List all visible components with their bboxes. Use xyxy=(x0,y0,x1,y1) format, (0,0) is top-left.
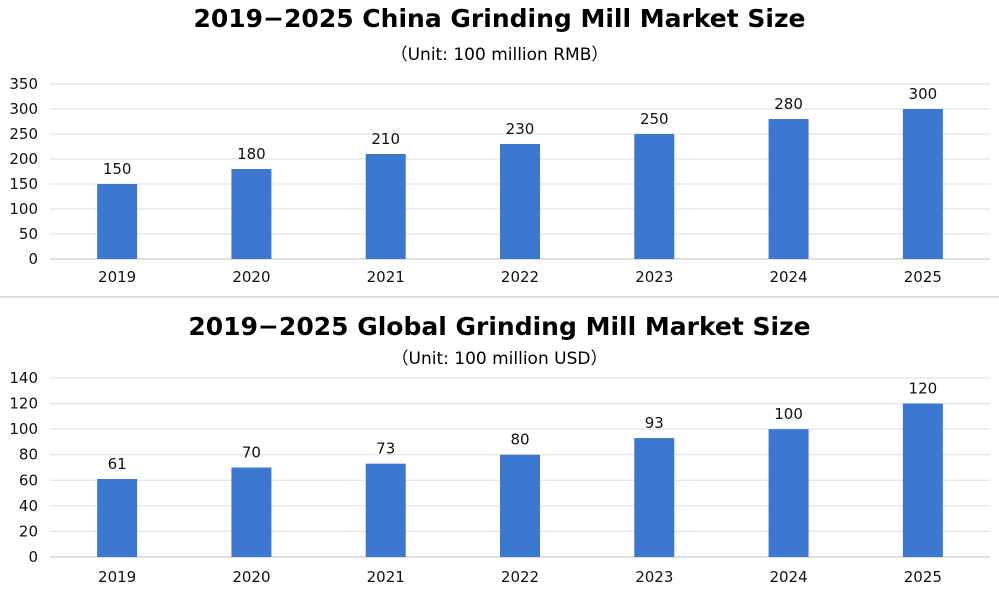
y-tick-label: 100 xyxy=(9,420,38,438)
data-label: 80 xyxy=(510,431,529,449)
data-label: 280 xyxy=(774,95,803,113)
y-tick-label: 40 xyxy=(19,497,38,515)
bar xyxy=(97,184,138,259)
china-market-plot: 0 50 100 150 200 250 300 350 150 2019 180 2020 210 20… xyxy=(9,75,990,286)
y-tick-label: 60 xyxy=(19,471,38,489)
x-tick-label: 2023 xyxy=(635,268,673,286)
y-tick-label: 0 xyxy=(28,250,38,268)
bar xyxy=(500,144,540,259)
bar xyxy=(902,403,943,557)
x-tick-label: 2020 xyxy=(232,268,270,286)
y-tick-label: 50 xyxy=(19,225,38,243)
china-market-chart: 2019−2025 China Grinding Mill Market Siz… xyxy=(0,0,999,296)
x-tick-label: 2024 xyxy=(769,568,807,586)
bar xyxy=(768,119,809,259)
data-label: 120 xyxy=(909,380,938,398)
y-tick-label: 150 xyxy=(9,175,38,193)
bar xyxy=(634,134,675,259)
bar xyxy=(231,169,272,259)
data-label: 230 xyxy=(506,120,535,138)
y-tick-label: 200 xyxy=(9,150,38,168)
chart-subtitle: （Unit: 100 million USD） xyxy=(391,349,608,369)
x-tick-label: 2022 xyxy=(501,268,539,286)
y-tick-label: 20 xyxy=(19,522,38,540)
x-tick-label: 2021 xyxy=(367,568,405,586)
bar xyxy=(768,429,809,557)
x-tick-label: 2021 xyxy=(367,268,405,286)
data-label: 250 xyxy=(640,110,669,128)
bar xyxy=(97,479,138,557)
x-tick-label: 2019 xyxy=(98,268,136,286)
x-tick-label: 2023 xyxy=(635,568,673,586)
x-tick-label: 2025 xyxy=(904,268,942,286)
bar xyxy=(231,467,272,557)
global-market-chart: 2019−2025 Global Grinding Mill Market Si… xyxy=(0,298,999,594)
x-tick-label: 2020 xyxy=(232,568,270,586)
x-tick-label: 2025 xyxy=(904,568,942,586)
chart-subtitle: （Unit: 100 million RMB） xyxy=(390,45,609,65)
data-label: 100 xyxy=(774,405,803,423)
bar xyxy=(634,438,675,557)
bar xyxy=(500,454,540,557)
y-tick-label: 300 xyxy=(9,100,38,118)
y-tick-label: 350 xyxy=(9,75,38,93)
bar xyxy=(365,463,406,557)
data-label: 300 xyxy=(909,85,938,103)
y-tick-label: 80 xyxy=(19,446,38,464)
chart-title: 2019−2025 Global Grinding Mill Market Si… xyxy=(188,312,811,341)
x-tick-label: 2019 xyxy=(98,568,136,586)
data-label: 150 xyxy=(103,160,132,178)
chart-divider xyxy=(0,296,999,298)
bar xyxy=(365,154,406,259)
y-tick-label: 0 xyxy=(28,548,38,566)
data-label: 210 xyxy=(371,130,400,148)
y-tick-label: 120 xyxy=(9,395,38,413)
data-label: 70 xyxy=(242,444,261,462)
data-label: 93 xyxy=(645,414,664,432)
y-tick-label: 100 xyxy=(9,200,38,218)
chart-title: 2019−2025 China Grinding Mill Market Siz… xyxy=(193,4,806,33)
global-market-plot: 0 20 40 60 80 100 120 140 61 2019 70 2020 73 2021 80 20… xyxy=(9,369,990,586)
x-tick-label: 2024 xyxy=(769,268,807,286)
data-label: 61 xyxy=(108,455,127,473)
x-tick-label: 2022 xyxy=(501,568,539,586)
data-label: 180 xyxy=(237,145,266,163)
y-tick-label: 140 xyxy=(9,369,38,387)
y-tick-label: 250 xyxy=(9,125,38,143)
bar xyxy=(902,109,943,259)
data-label: 73 xyxy=(376,440,395,458)
